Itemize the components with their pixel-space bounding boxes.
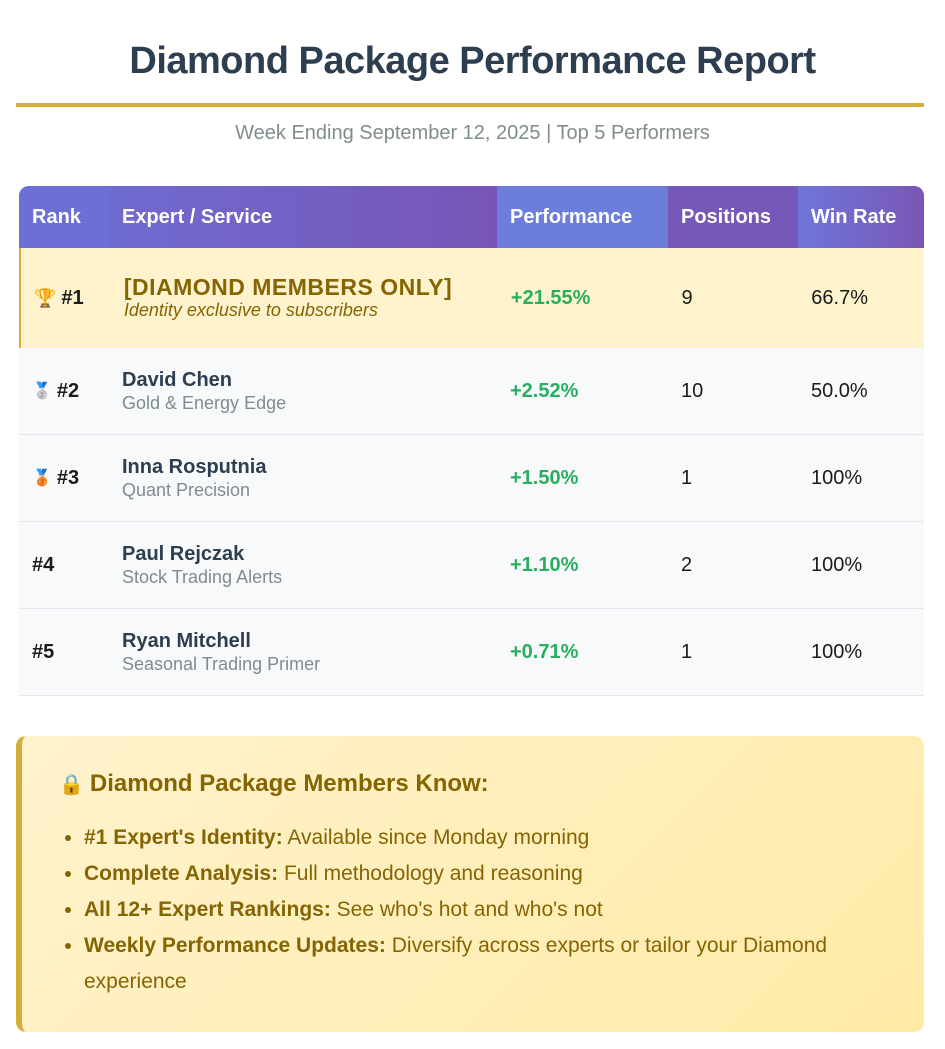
members-box-title-text: Diamond Package Members Know: bbox=[89, 770, 489, 797]
page-subtitle: Week Ending September 12, 2025 | Top 5 P… bbox=[235, 122, 710, 144]
benefit-label: All 12+ Expert Rankings: bbox=[84, 898, 331, 921]
column-header-expert: Expert / Service bbox=[109, 186, 497, 248]
expert-service: Identity exclusive to subscribers bbox=[123, 299, 378, 320]
column-header-rank: Rank bbox=[19, 186, 109, 248]
performance-value: +1.50% bbox=[510, 466, 579, 489]
expert-name: Inna Rosputnia bbox=[122, 455, 267, 478]
table-row: #4 Paul Rejczak Stock Trading Alerts +1.… bbox=[19, 522, 924, 609]
lock-icon: 🔒 bbox=[59, 773, 84, 796]
expert-name: Paul Rejczak bbox=[122, 542, 245, 565]
title-divider bbox=[16, 103, 924, 107]
win-rate-value: 100% bbox=[811, 640, 863, 663]
rank-cell: 🥈 #2 bbox=[19, 380, 109, 403]
rank-label: #5 bbox=[32, 640, 55, 663]
bronze-medal-icon: 🥉 bbox=[32, 470, 52, 487]
rank-cell: 🏆 #1 bbox=[21, 287, 111, 310]
expert-service: Stock Trading Alerts bbox=[122, 566, 283, 587]
expert-cell: Paul Rejczak Stock Trading Alerts bbox=[109, 543, 497, 588]
expert-name: David Chen bbox=[122, 368, 233, 391]
win-rate-value: 100% bbox=[811, 553, 863, 576]
rank-cell: #4 bbox=[19, 554, 109, 577]
table-header: Rank Expert / Service Performance Positi… bbox=[19, 186, 924, 248]
table-row: 🏆 #1 [DIAMOND MEMBERS ONLY] Identity exc… bbox=[19, 248, 924, 348]
expert-cell: David Chen Gold & Energy Edge bbox=[109, 369, 497, 414]
benefit-label: Weekly Performance Updates: bbox=[84, 934, 386, 957]
expert-name: [DIAMOND MEMBERS ONLY] bbox=[123, 273, 453, 300]
members-box-title: 🔒 Diamond Package Members Know: bbox=[59, 770, 489, 798]
expert-service: Quant Precision bbox=[122, 479, 251, 500]
members-info-box: 🔒 Diamond Package Members Know: #1 Exper… bbox=[16, 736, 924, 1032]
members-benefits-list: #1 Expert's Identity: Available since Mo… bbox=[42, 820, 864, 1000]
win-rate-value: 50.0% bbox=[811, 379, 868, 402]
expert-service: Seasonal Trading Primer bbox=[122, 653, 321, 674]
table-row: #5 Ryan Mitchell Seasonal Trading Primer… bbox=[19, 609, 924, 696]
silver-medal-icon: 🥈 bbox=[32, 383, 52, 400]
performance-value: +21.55% bbox=[510, 286, 591, 309]
column-header-positions: Positions bbox=[668, 186, 798, 248]
benefit-text: See who's hot and who's not bbox=[330, 898, 603, 921]
expert-name: Ryan Mitchell bbox=[122, 629, 251, 652]
rank-cell: #5 bbox=[19, 641, 109, 664]
benefit-text: Diversify across experts or tailor your … bbox=[84, 934, 828, 993]
rank-label: #2 bbox=[56, 379, 80, 402]
list-item: Complete Analysis: Full methodology and … bbox=[84, 856, 864, 892]
positions-value: 1 bbox=[681, 640, 693, 663]
benefit-text: Available since Monday morning bbox=[282, 826, 590, 849]
rank-label: #3 bbox=[56, 466, 80, 489]
performance-value: +0.71% bbox=[510, 640, 579, 663]
performance-table: Rank Expert / Service Performance Positi… bbox=[19, 186, 924, 696]
performance-value: +2.52% bbox=[510, 379, 579, 402]
column-header-win-rate: Win Rate bbox=[798, 186, 924, 248]
benefit-label: Complete Analysis: bbox=[84, 862, 279, 885]
positions-value: 9 bbox=[681, 286, 693, 309]
win-rate-value: 100% bbox=[811, 466, 863, 489]
expert-service: Gold & Energy Edge bbox=[122, 392, 287, 413]
expert-cell: Ryan Mitchell Seasonal Trading Primer bbox=[109, 630, 497, 675]
win-rate-value: 66.7% bbox=[811, 286, 868, 309]
rank-cell: 🥉 #3 bbox=[19, 467, 109, 490]
trophy-icon: 🏆 bbox=[34, 287, 57, 308]
rank-label: #1 bbox=[61, 286, 84, 309]
list-item: All 12+ Expert Rankings: See who's hot a… bbox=[84, 892, 864, 928]
benefit-text: Full methodology and reasoning bbox=[278, 862, 583, 885]
page-title: Diamond Package Performance Report bbox=[129, 40, 816, 82]
table-row: 🥉 #3 Inna Rosputnia Quant Precision +1.5… bbox=[19, 435, 924, 522]
benefit-label: #1 Expert's Identity: bbox=[84, 826, 283, 849]
expert-cell: Inna Rosputnia Quant Precision bbox=[109, 456, 497, 501]
performance-value: +1.10% bbox=[510, 553, 579, 576]
positions-value: 1 bbox=[681, 466, 693, 489]
list-item: Weekly Performance Updates: Diversify ac… bbox=[84, 928, 864, 1000]
list-item: #1 Expert's Identity: Available since Mo… bbox=[84, 820, 864, 856]
positions-value: 10 bbox=[681, 379, 704, 402]
expert-cell: [DIAMOND MEMBERS ONLY] Identity exclusiv… bbox=[111, 273, 498, 321]
positions-value: 2 bbox=[681, 553, 693, 576]
table-row: 🥈 #2 David Chen Gold & Energy Edge +2.52… bbox=[19, 348, 924, 435]
column-header-performance: Performance bbox=[497, 186, 668, 248]
rank-label: #4 bbox=[32, 553, 55, 576]
